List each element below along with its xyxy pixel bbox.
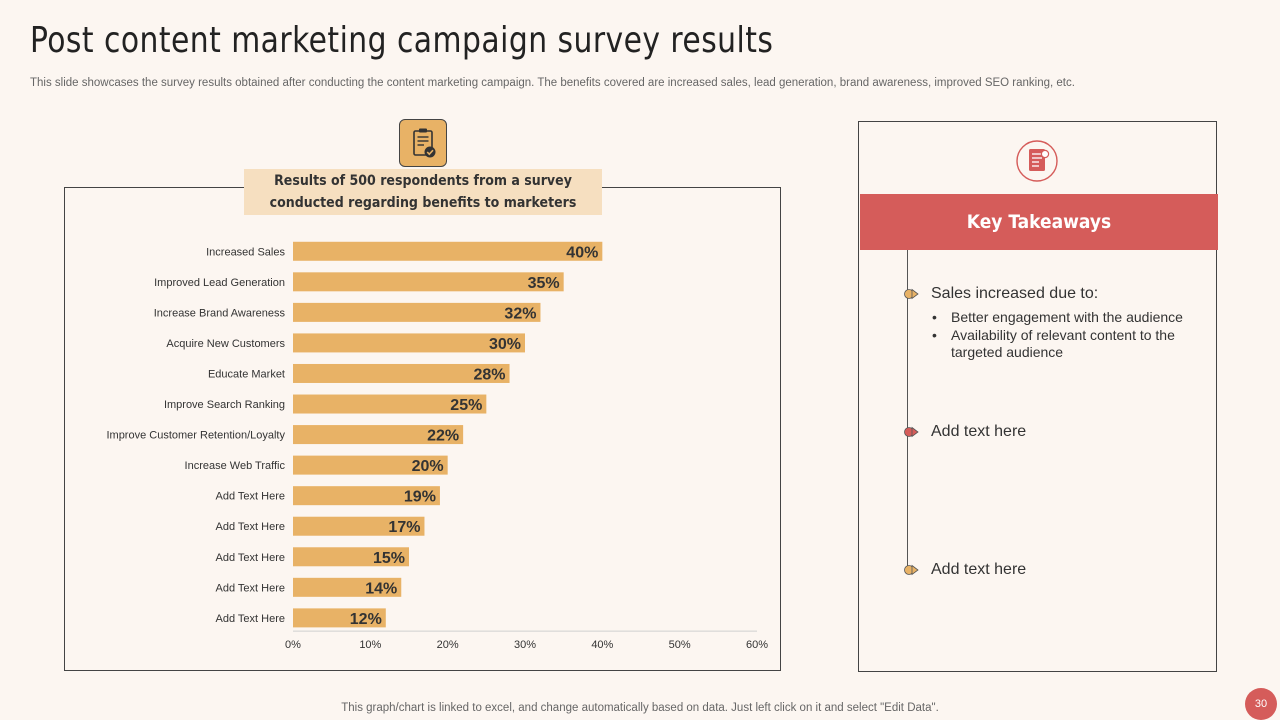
- data-label: 28%: [474, 366, 506, 383]
- category-label: Add Text Here: [215, 582, 285, 594]
- x-tick-label: 10%: [359, 639, 381, 651]
- bar: [293, 241, 603, 261]
- category-label: Acquire New Customers: [166, 338, 285, 350]
- bar: [293, 516, 425, 536]
- category-label: Add Text Here: [215, 613, 285, 625]
- data-label: 19%: [404, 489, 436, 506]
- bar: [293, 363, 510, 383]
- x-tick-label: 60%: [746, 639, 768, 651]
- bar: [293, 394, 487, 414]
- bar: [293, 425, 464, 445]
- category-label: Educate Market: [208, 368, 285, 380]
- data-label: 30%: [489, 336, 521, 353]
- data-label: 32%: [504, 305, 536, 322]
- bar: [293, 333, 525, 353]
- timeline-marker-2: [904, 426, 919, 438]
- category-label: Add Text Here: [215, 491, 285, 503]
- timeline-marker-3: [904, 564, 919, 576]
- bar: [293, 547, 409, 567]
- bar-chart: Increased Sales 40% Improved Lead Generati…: [106, 241, 768, 651]
- x-tick-label: 20%: [437, 639, 459, 651]
- x-tick-label: 40%: [591, 639, 613, 651]
- bar: [293, 302, 541, 322]
- page-subtitle: This slide showcases the survey results …: [30, 77, 1075, 89]
- data-label: 14%: [365, 580, 397, 597]
- data-label: 35%: [528, 275, 560, 292]
- document-icon: [1016, 140, 1058, 182]
- key-takeaways-panel: [858, 121, 1217, 672]
- category-label: Improve Search Ranking: [164, 399, 285, 411]
- chart-banner: Results of 500 respondents from a survey…: [244, 169, 602, 215]
- data-label: 40%: [566, 244, 598, 261]
- bar: [293, 577, 402, 597]
- takeaway-item-3: Add text here: [931, 561, 1027, 578]
- takeaway-item-1-title: Sales increased due to:: [931, 285, 1099, 302]
- category-label: Increase Brand Awareness: [154, 307, 286, 319]
- category-label: Increased Sales: [206, 246, 285, 258]
- bar: [293, 455, 448, 475]
- data-label: 20%: [412, 458, 444, 475]
- category-label: Add Text Here: [215, 552, 285, 564]
- x-tick-label: 50%: [669, 639, 691, 651]
- bar: [293, 272, 564, 292]
- page-number: 30: [1245, 688, 1277, 720]
- key-takeaways-header: Key Takeaways: [860, 194, 1218, 250]
- bar: [293, 486, 440, 506]
- bullet-item: Better engagement with the audience: [932, 309, 1207, 326]
- data-label: 25%: [450, 397, 482, 414]
- data-label: 15%: [373, 550, 405, 567]
- category-label: Improve Customer Retention/Loyalty: [106, 430, 285, 442]
- page-title: Post content marketing campaign survey r…: [30, 20, 774, 61]
- category-label: Improved Lead Generation: [154, 277, 285, 289]
- banner-line-1: Results of 500 respondents from a survey: [274, 173, 572, 189]
- bullet-item: Availability of relevant content to the …: [932, 327, 1207, 361]
- category-label: Add Text Here: [215, 521, 285, 533]
- timeline-marker-1: [904, 288, 919, 300]
- data-label: 12%: [350, 611, 382, 628]
- takeaway-item-1-bullets: Better engagement with the audience Avai…: [932, 309, 1207, 361]
- timeline-line: [907, 250, 908, 572]
- takeaway-item-2: Add text here: [931, 423, 1027, 440]
- banner-line-2: conducted regarding benefits to marketer…: [269, 195, 577, 211]
- bar: [293, 608, 386, 628]
- x-tick-label: 30%: [514, 639, 536, 651]
- category-label: Increase Web Traffic: [185, 460, 286, 472]
- footer-note: This graph/chart is linked to excel, and…: [341, 702, 939, 714]
- clipboard-check-icon: [399, 119, 447, 167]
- data-label: 22%: [427, 428, 459, 445]
- data-label: 17%: [388, 519, 420, 536]
- x-tick-label: 0%: [285, 639, 301, 651]
